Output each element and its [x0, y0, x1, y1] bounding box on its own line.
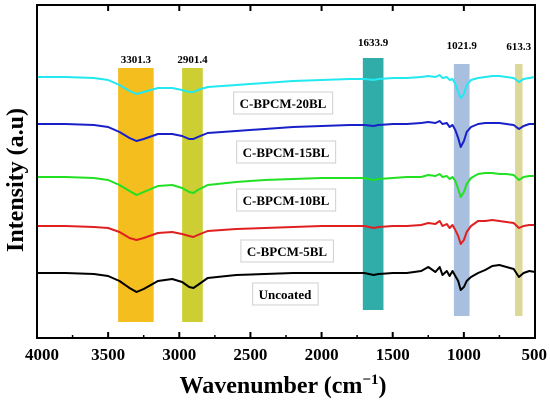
band-1633.9: [362, 58, 384, 310]
x-tick-label-3500: 3500: [91, 345, 125, 364]
annotation-bands: [118, 58, 523, 322]
series-line-C-BPCM-10BL: [37, 172, 535, 198]
band-label-3301.3: 3301.3: [121, 54, 152, 66]
series-label-box-C-BPCM-20BL: [233, 91, 334, 115]
series-label-box-C-BPCM-5BL: [240, 239, 334, 263]
series-line-C-BPCM-20BL: [37, 74, 536, 99]
x-axis-title-sup: −1: [362, 372, 378, 388]
series-label-box-Uncoated: [252, 282, 319, 306]
series-label-C-BPCM-20BL: C-BPCM-20BL: [240, 96, 327, 111]
x-axis-title-main: Wavenumber (cm: [180, 373, 363, 399]
band-label-1633.9: 1633.9: [358, 37, 389, 49]
x-axis-ticks: 4000 3500 3000 2500 2000 1500 1000 500: [25, 5, 547, 364]
series-line-C-BPCM-15BL: [37, 120, 535, 148]
series-label-C-BPCM-5BL: C-BPCM-5BL: [247, 244, 327, 259]
x-tick-label-2500: 2500: [233, 345, 267, 364]
series-labels: Uncoated C-BPCM-5BL C-BPCM-10BL C-BPCM-15BL…: [233, 91, 337, 306]
x-axis-title: Wavenumber (cm−1): [180, 372, 387, 399]
series-label-C-BPCM-15BL: C-BPCM-15BL: [243, 145, 330, 160]
band-1021.9: [453, 64, 470, 316]
x-tick-label-4000: 4000: [25, 345, 59, 364]
series-line-Uncoated: [37, 264, 536, 293]
series-label-C-BPCM-10BL: C-BPCM-10BL: [243, 193, 330, 208]
band-label-2901.4: 2901.4: [177, 54, 208, 66]
x-tick-label-2000: 2000: [305, 345, 339, 364]
series-label-Uncoated: Uncoated: [259, 287, 312, 302]
x-axis-title-close: ): [378, 373, 386, 399]
band-label-1021.9: 1021.9: [447, 40, 478, 52]
series-label-box-C-BPCM-10BL: [236, 188, 337, 212]
band-2901.4: [182, 68, 203, 322]
band-label-613.3: 613.3: [506, 41, 531, 53]
annotation-labels: 3301.3 2901.4 1633.9 1021.9 613.3: [121, 37, 532, 66]
band-613.3: [515, 64, 523, 316]
spectrum-lines: [37, 74, 536, 293]
series-line-C-BPCM-5BL: [37, 219, 535, 245]
x-tick-label-500: 500: [522, 345, 548, 364]
x-tick-label-1500: 1500: [376, 345, 410, 364]
x-tick-label-3000: 3000: [162, 345, 196, 364]
series-label-box-C-BPCM-15BL: [236, 140, 337, 164]
x-tick-label-1000: 1000: [447, 345, 481, 364]
y-axis-title: Intensity (a.u): [3, 108, 29, 252]
